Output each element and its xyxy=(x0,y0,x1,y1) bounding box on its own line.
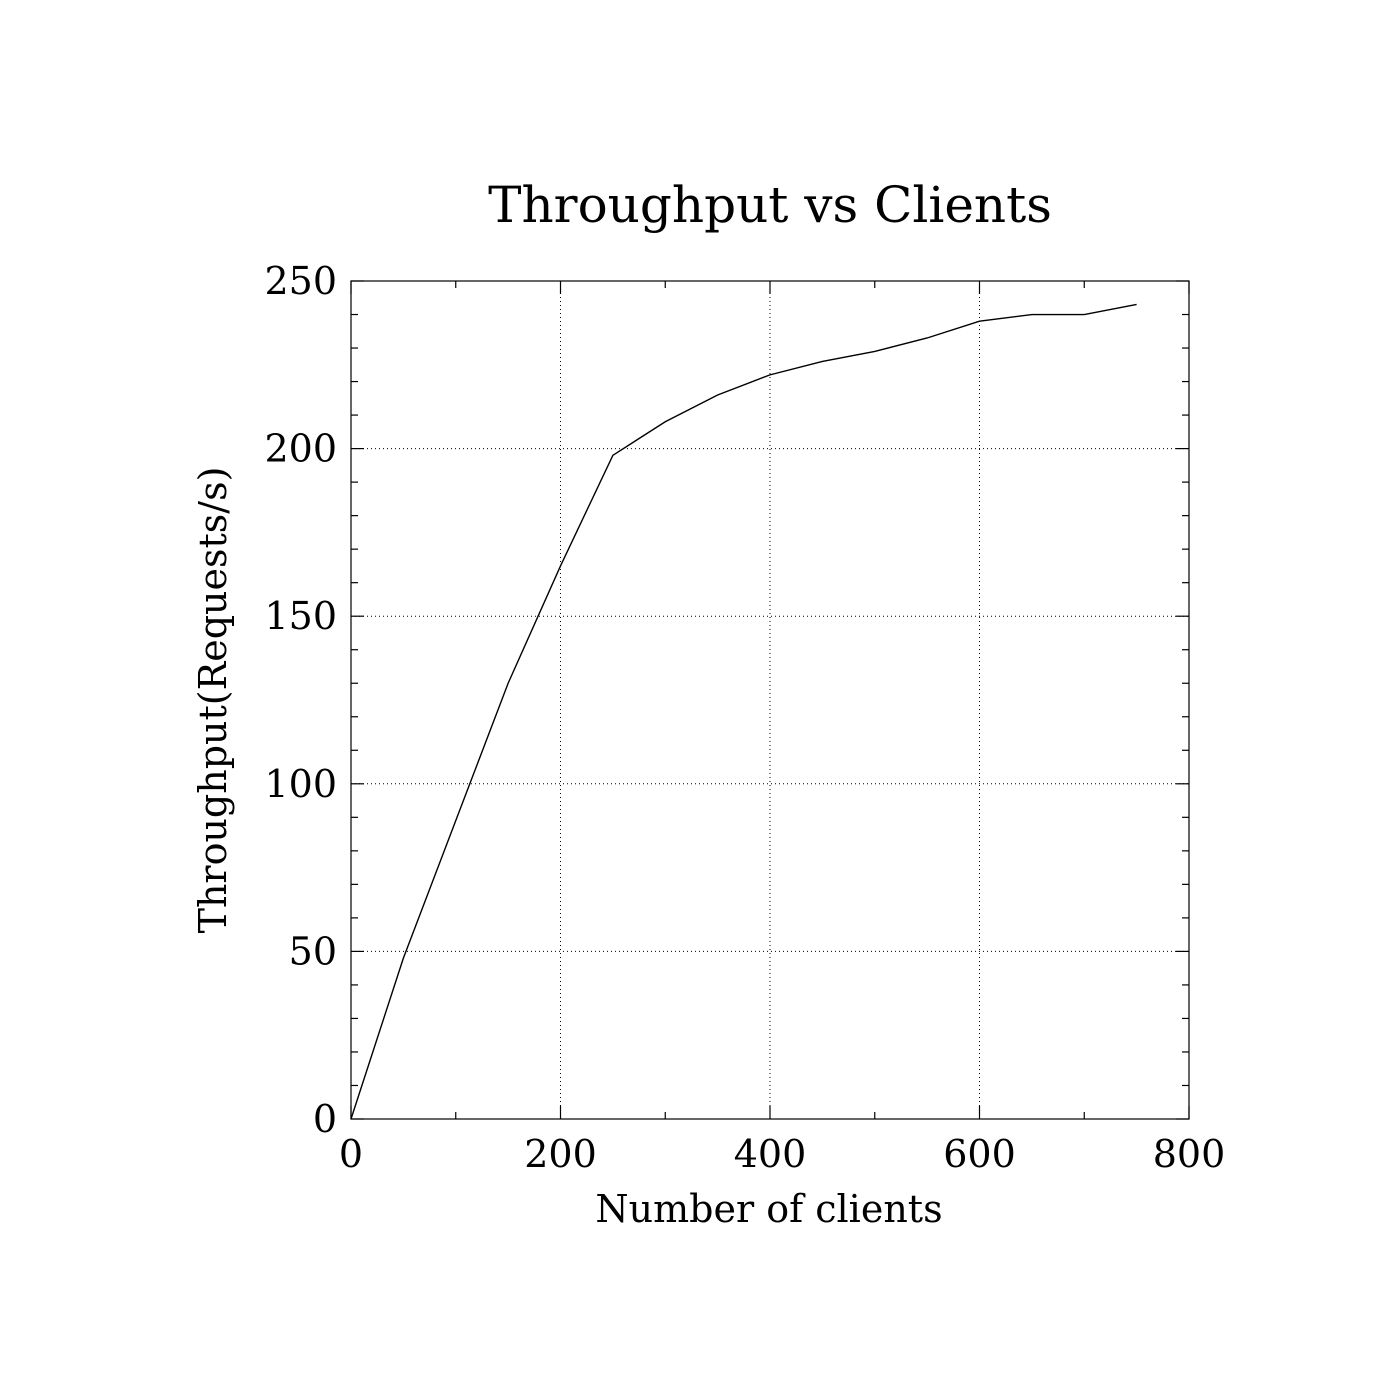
y-tick-label: 250 xyxy=(264,259,337,303)
x-tick-label: 0 xyxy=(339,1132,363,1176)
tick-layer xyxy=(350,280,1190,1120)
x-tick-label: 800 xyxy=(1153,1132,1226,1176)
chart-title: Throughput vs Clients xyxy=(488,176,1052,234)
grid-layer xyxy=(351,281,1189,1119)
y-tick-label: 50 xyxy=(289,929,337,973)
tick-label-layer: 0 200 400 600 800 0 50 100 150 200 250 xyxy=(264,259,1225,1176)
y-tick-label: 150 xyxy=(264,594,337,638)
x-axis-label: Number of clients xyxy=(595,1187,942,1231)
y-tick-label: 100 xyxy=(264,762,337,806)
y-tick-label: 200 xyxy=(264,427,337,471)
x-tick-label: 200 xyxy=(524,1132,597,1176)
x-tick-label: 400 xyxy=(734,1132,807,1176)
y-axis-label: Throughput(Requests/s) xyxy=(191,467,235,934)
series-line-0 xyxy=(350,303,1137,1120)
x-tick-label: 600 xyxy=(943,1132,1016,1176)
y-tick-label: 0 xyxy=(313,1097,337,1141)
series-layer xyxy=(350,303,1137,1120)
